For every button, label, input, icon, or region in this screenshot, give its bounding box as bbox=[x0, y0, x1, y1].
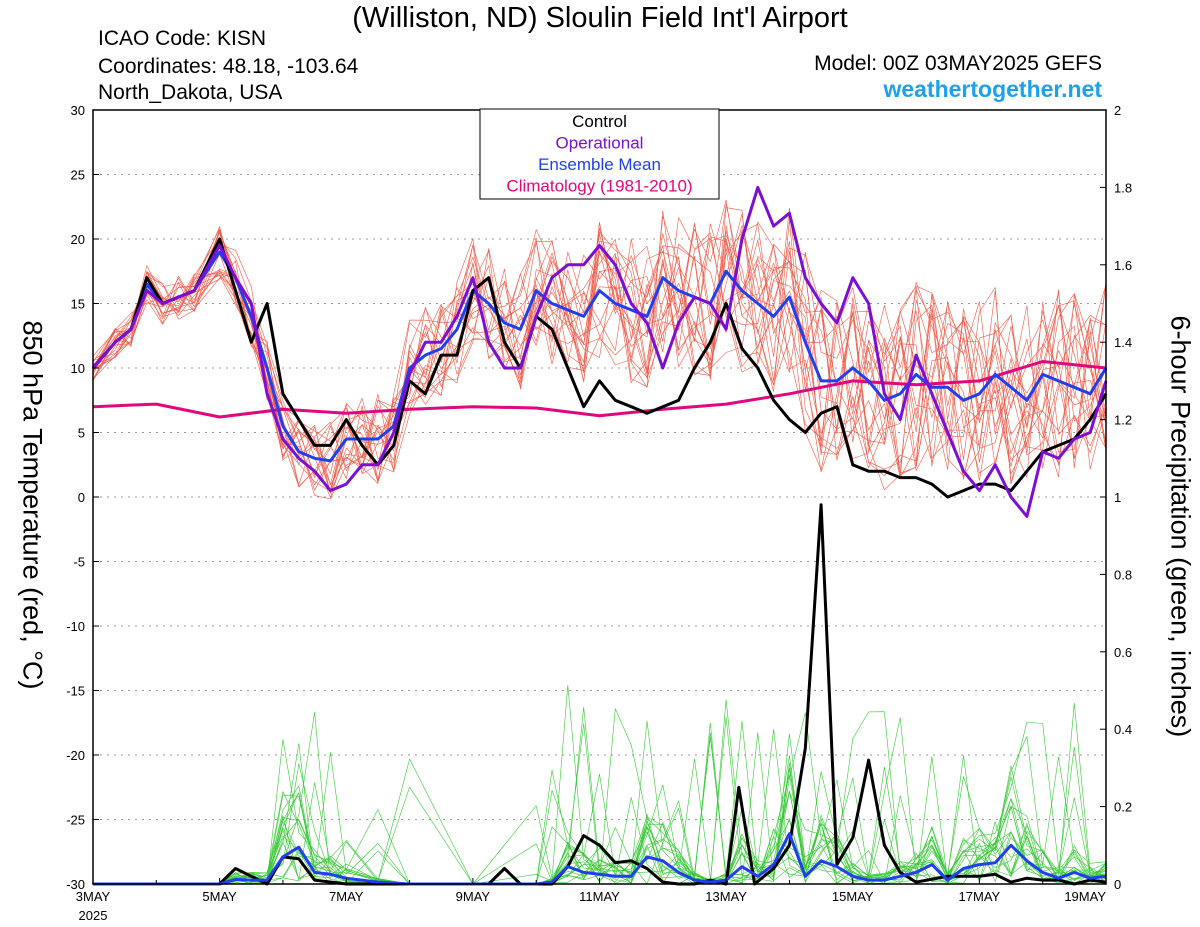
y2-tick-label: 0.8 bbox=[1114, 567, 1132, 582]
precipitation-member-line bbox=[93, 790, 1107, 885]
precipitation-member-line bbox=[93, 699, 1107, 885]
x-tick-label: 9MAY bbox=[456, 889, 491, 904]
x-tick-label: 13MAY bbox=[705, 889, 747, 904]
y-tick-label: -5 bbox=[73, 555, 85, 570]
precipitation-member-line bbox=[93, 739, 1107, 885]
temperature-member-line bbox=[92, 228, 1107, 483]
y2-tick-label: 0 bbox=[1114, 877, 1121, 892]
precipitation-member-line bbox=[93, 722, 1107, 885]
icao-code: ICAO Code: KISN bbox=[98, 27, 267, 50]
y2-tick-label: 0.6 bbox=[1114, 645, 1132, 660]
precipitation-member-line bbox=[93, 706, 1107, 885]
y-tick-label: -30 bbox=[66, 877, 85, 892]
precipitation-member-line bbox=[93, 737, 1107, 885]
y-tick-label: 5 bbox=[78, 426, 85, 441]
x-tick-label: 11MAY bbox=[579, 889, 620, 904]
x-tick-label: 3MAY bbox=[76, 889, 111, 904]
y-tick-label: 30 bbox=[71, 103, 85, 118]
precipitation-member-line bbox=[93, 716, 1107, 885]
legend-box bbox=[479, 108, 720, 200]
temperature-member-line bbox=[92, 225, 1107, 494]
y-tick-label: -15 bbox=[66, 684, 85, 699]
y2-tick-label: 1.4 bbox=[1114, 335, 1132, 350]
x-tick-label: 17MAY bbox=[959, 889, 1001, 904]
site-link[interactable]: weathertogether.net bbox=[883, 76, 1102, 102]
y-tick-label: 0 bbox=[78, 490, 85, 505]
y-tick-label: 20 bbox=[71, 232, 85, 247]
y-tick-label: -25 bbox=[66, 813, 85, 828]
y2-tick-label: 1.6 bbox=[1114, 258, 1132, 273]
x-tick-year-label: 2025 bbox=[79, 908, 108, 923]
temperature-member-line bbox=[92, 230, 1107, 498]
model-run: Model: 00Z 03MAY2025 GEFS bbox=[814, 52, 1102, 75]
legend-entry: Ensemble Mean bbox=[538, 155, 661, 174]
legend-entry: Climatology (1981-2010) bbox=[506, 177, 692, 196]
temperature-member-line bbox=[92, 229, 1107, 493]
y-tick-label: -20 bbox=[66, 748, 85, 763]
precipitation-member-line bbox=[93, 712, 1107, 885]
precipitation-member-line bbox=[93, 702, 1107, 885]
coordinates: Coordinates: 48.18, -103.64 bbox=[98, 55, 359, 78]
y-tick-label: 25 bbox=[71, 168, 85, 183]
precip-ensemble-mean-line bbox=[93, 832, 1107, 886]
chart-title: (Williston, ND) Sloulin Field Int'l Airp… bbox=[352, 2, 848, 34]
y2-tick-label: 2 bbox=[1114, 103, 1121, 118]
precipitation-member-line bbox=[93, 733, 1107, 885]
x-tick-label: 7MAY bbox=[329, 889, 364, 904]
x-tick-label: 19MAY bbox=[1064, 889, 1106, 904]
temp-ensemble-mean-line bbox=[91, 250, 1108, 463]
x-tick-label: 15MAY bbox=[832, 889, 874, 904]
precipitation-member-line bbox=[93, 684, 1107, 885]
temperature-member-line bbox=[92, 235, 1107, 479]
y-tick-label: -10 bbox=[66, 619, 85, 634]
precipitation-member-line bbox=[93, 712, 1107, 885]
y2-tick-label: 1 bbox=[1114, 490, 1121, 505]
y-tick-label: 15 bbox=[71, 297, 85, 312]
temp-operational-line bbox=[91, 185, 1108, 518]
legend-entry: Control bbox=[572, 112, 627, 131]
x-tick-label: 5MAY bbox=[202, 889, 237, 904]
precipitation-member-line bbox=[93, 708, 1107, 885]
y2-tick-label: 1.2 bbox=[1114, 413, 1132, 428]
y-tick-label: 10 bbox=[71, 361, 85, 376]
y2-tick-label: 1.8 bbox=[1114, 180, 1132, 195]
temperature-member-line bbox=[92, 216, 1107, 475]
region: North_Dakota, USA bbox=[98, 81, 283, 104]
legend-entry: Operational bbox=[556, 134, 644, 153]
y2-tick-label: 0.4 bbox=[1114, 722, 1132, 737]
y2-tick-label: 0.2 bbox=[1114, 800, 1132, 815]
temperature-member-line bbox=[92, 223, 1107, 486]
climatology-line bbox=[92, 360, 1107, 419]
temp-control-line bbox=[91, 237, 1108, 499]
temperature-member-line bbox=[92, 239, 1107, 500]
